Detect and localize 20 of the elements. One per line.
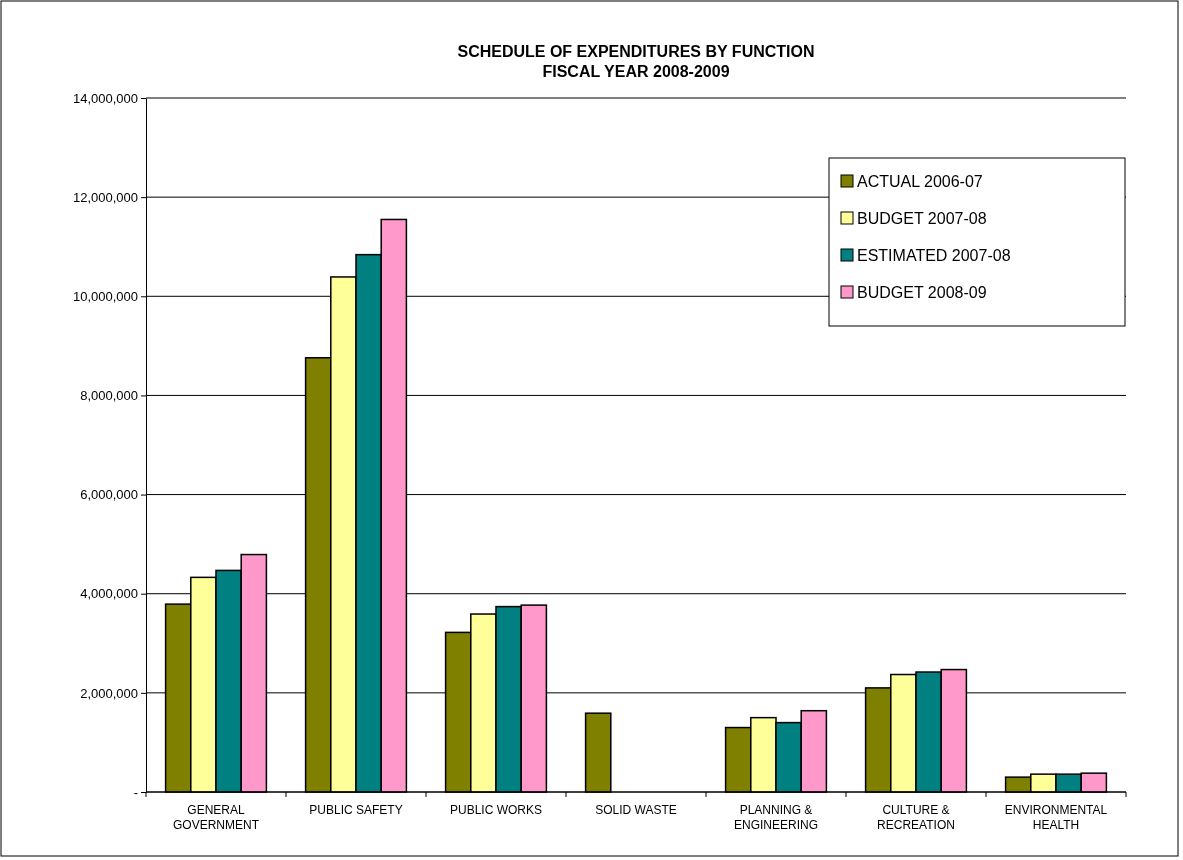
y-tick-label: - [133, 784, 138, 800]
legend-label: ESTIMATED 2007-08 [857, 247, 1011, 264]
y-tick-label: 6,000,000 [80, 487, 138, 503]
legend-label: ACTUAL 2006-07 [857, 173, 983, 190]
legend-label: BUDGET 2007-08 [857, 210, 987, 227]
chart-title: SCHEDULE OF EXPENDITURES BY FUNCTION FISCAL YEAR 2008-2009 [457, 43, 815, 80]
x-tick-label: PUBLIC SAFETY [309, 803, 403, 817]
y-tick-label: 14,000,000 [72, 90, 138, 106]
x-tick-label: ENVIRONMENTAL HEALTH [1004, 803, 1108, 832]
x-tick-label: GENERAL GOVERNMENT [172, 803, 260, 832]
legend-label: BUDGET 2008-09 [857, 284, 987, 301]
x-tick-label: SOLID WASTE [595, 803, 677, 817]
y-tick-label: 8,000,000 [80, 388, 138, 404]
y-tick-label: 12,000,000 [72, 189, 138, 205]
y-tick-label: 2,000,000 [80, 685, 138, 701]
y-tick-label: 4,000,000 [80, 586, 138, 602]
y-tick-label: 10,000,000 [72, 288, 138, 304]
x-tick-label: PUBLIC WORKS [449, 803, 543, 817]
x-tick-label: CULTURE & RECREATION [877, 803, 955, 832]
x-tick-label: PLANNING & ENGINEERING [733, 803, 819, 832]
